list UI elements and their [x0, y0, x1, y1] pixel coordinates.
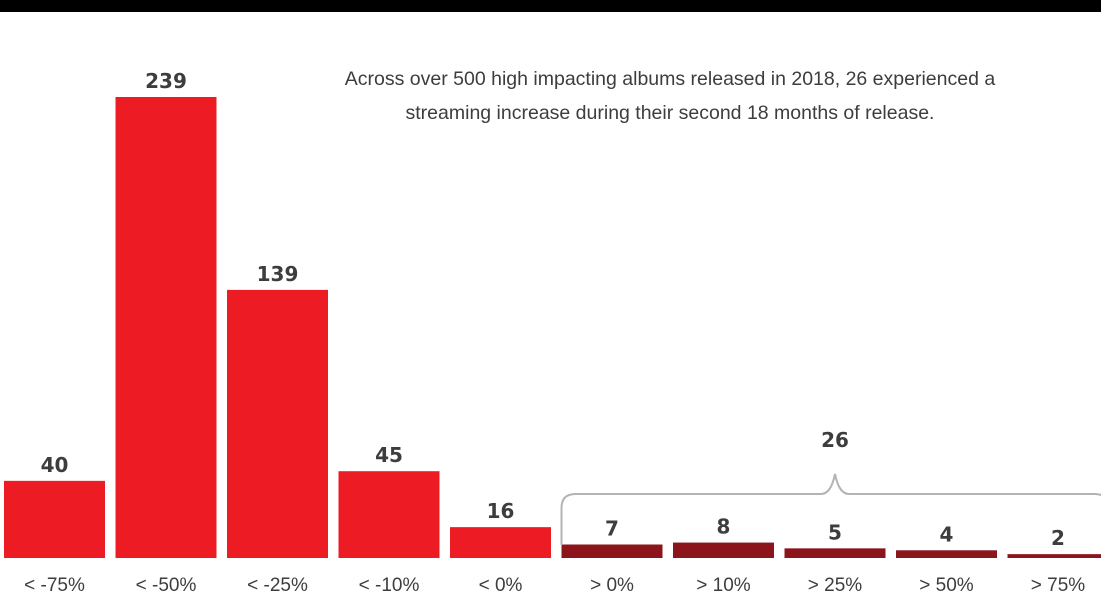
tick-label-lt-10pct: < -10%	[359, 575, 420, 596]
bar-gt-10pct	[673, 542, 774, 558]
bar-lt-75pct	[4, 480, 105, 558]
tick-label-lt-75pct: < -75%	[24, 575, 85, 596]
tick-label-lt-50pct: < -50%	[136, 575, 197, 596]
bar-lt-10pct	[338, 471, 440, 558]
data-label-gt-0pct: 7	[605, 516, 619, 540]
data-label-lt-50pct: 239	[145, 69, 187, 93]
bar-lt-50pct	[115, 97, 217, 558]
tick-label-lt-0pct: < 0%	[479, 575, 523, 596]
tick-label-gt-75pct: > 75%	[1031, 575, 1086, 596]
bar-gt-25pct	[784, 548, 886, 558]
tick-label-gt-0pct: > 0%	[590, 575, 634, 596]
bar-gt-0pct	[561, 544, 663, 558]
data-label-gt-75pct: 2	[1051, 526, 1065, 550]
tick-label-gt-10pct: > 10%	[696, 575, 751, 596]
data-label-lt-10pct: 45	[375, 443, 403, 467]
chart-annotation: Across over 500 high impacting albums re…	[344, 68, 996, 124]
data-label-lt-25pct: 139	[257, 262, 299, 286]
data-label-lt-0pct: 16	[487, 499, 515, 523]
tick-label-gt-50pct: > 50%	[919, 575, 974, 596]
data-label-gt-25pct: 5	[828, 520, 842, 544]
tick-label-lt-25pct: < -25%	[247, 575, 308, 596]
bracket-label: 26	[821, 428, 849, 452]
top-bar	[0, 0, 1101, 12]
data-label-gt-10pct: 8	[717, 515, 731, 539]
bar-lt-25pct	[227, 289, 328, 558]
increase-bracket	[560, 473, 1101, 545]
data-label-gt-50pct: 4	[940, 522, 954, 546]
bar-gt-75pct	[1007, 554, 1101, 558]
bar-gt-50pct	[896, 550, 997, 558]
tick-label-gt-25pct: > 25%	[808, 575, 863, 596]
data-label-lt-75pct: 40	[41, 453, 69, 477]
bar-lt-0pct	[450, 527, 551, 558]
